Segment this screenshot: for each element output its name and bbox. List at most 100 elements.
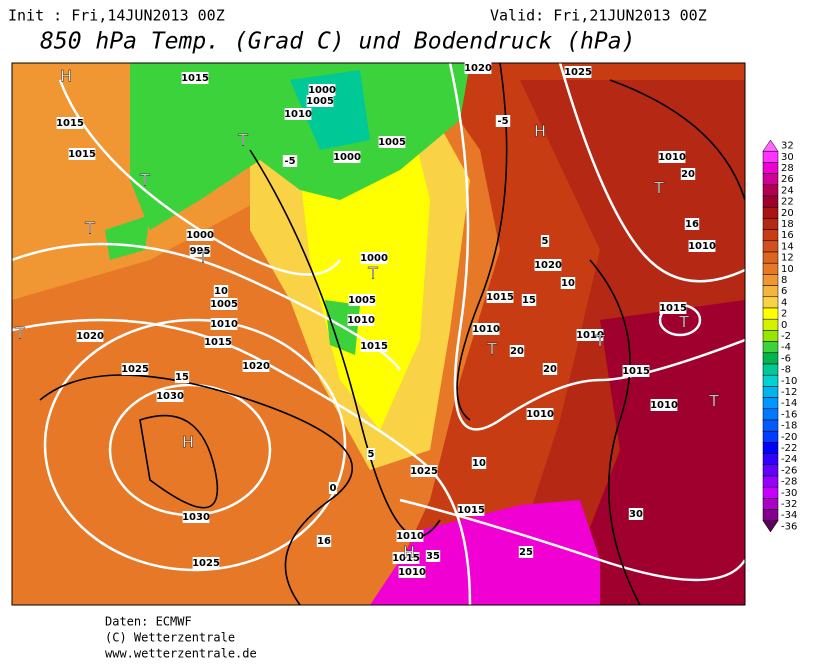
colorbar-label: 18 [781, 219, 794, 230]
map-label: 10 [472, 458, 486, 469]
pressure-marker: T [708, 392, 719, 411]
map-label: 5 [368, 449, 375, 460]
map-label-box [680, 168, 696, 180]
colorbar-label: -36 [781, 521, 797, 532]
map-label: 1015 [360, 341, 388, 352]
map-label: 1025 [192, 558, 220, 569]
map-label: 1005 [378, 137, 406, 148]
colorbar-label: -32 [781, 499, 797, 510]
colorbar-label: 22 [781, 197, 794, 208]
pressure-marker: T [594, 332, 605, 351]
map-label-box [68, 148, 96, 160]
colorbar-cell [762, 296, 779, 309]
map-label-box [328, 482, 338, 494]
map-label: -5 [497, 116, 508, 127]
map-label: 1010 [526, 409, 554, 420]
pressure-marker: T [678, 313, 689, 332]
map-label-box [521, 294, 537, 306]
colorbar-label: -12 [781, 387, 797, 398]
colorbar-label: 16 [781, 230, 794, 241]
map-label: 1025 [121, 364, 149, 375]
map-label: 1010 [284, 109, 312, 120]
map-label-box [472, 323, 500, 335]
pressure-marker: T [237, 131, 248, 150]
colorbar-cell [762, 430, 779, 443]
map-label-box [306, 95, 334, 107]
map-label: 1010 [210, 319, 238, 330]
colorbar-label: 8 [781, 275, 787, 286]
map-label-box [659, 302, 687, 314]
colorbar-label: 30 [781, 152, 794, 163]
colorbar-label: 14 [781, 241, 794, 252]
map-label-box [360, 340, 388, 352]
map-label: 15 [522, 295, 536, 306]
map-label: 1025 [564, 67, 592, 78]
init-time: Init : Fri,14JUN2013 00Z [8, 7, 225, 25]
valid-time: Valid: Fri,21JUN2013 00Z [490, 7, 707, 25]
map-label-box [210, 318, 238, 330]
map-label: 1015 [457, 505, 485, 516]
pressure-marker: T [14, 324, 25, 343]
map-label: 1015 [56, 118, 84, 129]
colorbar-cell [762, 184, 779, 197]
map-label-box [282, 155, 298, 167]
map-label: 1015 [392, 553, 420, 564]
colorbar-label: 10 [781, 264, 794, 275]
pressure-marker: H [534, 122, 546, 141]
map-title: 850 hPa Temp. (Grad C) und Bodendruck (h… [40, 29, 635, 55]
map-label-box [650, 399, 678, 411]
colorbar-cell [762, 442, 779, 454]
map-label: 1000 [360, 253, 388, 264]
map-label: 1000 [186, 230, 214, 241]
map-label-box [425, 550, 441, 562]
map-label-box [182, 511, 210, 523]
colorbar-cell [762, 173, 779, 186]
map-label-box [392, 552, 420, 564]
colorbar-label: -18 [781, 421, 797, 432]
colorbar-cell [762, 520, 779, 533]
colorbar-cell [762, 274, 779, 286]
map-label: 35 [426, 551, 440, 562]
colorbar-cell [762, 195, 779, 208]
map-label: 1010 [398, 567, 426, 578]
colorbar-cell [762, 363, 779, 376]
colorbar-cell [762, 251, 779, 264]
map-label: 1030 [182, 512, 210, 523]
map-label-box [564, 66, 592, 78]
colorbar-label: -34 [781, 510, 797, 521]
colorbar-label: -24 [781, 454, 797, 465]
colorbar-cell [762, 509, 779, 522]
map-label-box [396, 530, 424, 542]
colorbar-label: -20 [781, 432, 797, 443]
map-label-box [333, 151, 361, 163]
map-label: 1015 [181, 73, 209, 84]
map-label: 15 [175, 372, 189, 383]
colorbar-cell [762, 330, 779, 342]
map-label: 1015 [486, 292, 514, 303]
map-label: 16 [317, 536, 331, 547]
map-label: 1000 [333, 152, 361, 163]
map-label-box [56, 117, 84, 129]
colorbar-label: -6 [781, 353, 791, 364]
pressure-marker: T [653, 179, 664, 198]
pressure-marker: T [84, 219, 95, 238]
map-label: 1010 [472, 324, 500, 335]
colorbar-label: 24 [781, 185, 794, 196]
colorbar-label: -26 [781, 465, 797, 476]
map-label-box [398, 566, 426, 578]
map-label-box [518, 546, 534, 558]
map-label-box [378, 136, 406, 148]
colorbar-cell [762, 240, 779, 253]
colorbar-label: 32 [781, 141, 794, 152]
map-label-box [684, 218, 700, 230]
map-label: 1005 [306, 96, 334, 107]
map-label: 0 [330, 483, 337, 494]
map-label: 25 [519, 547, 533, 558]
map-label-box [204, 336, 232, 348]
map-label-box [210, 298, 238, 310]
colorbar-cell [762, 218, 779, 230]
map-label: 10 [214, 286, 228, 297]
pressure-marker: T [139, 171, 150, 190]
colorbar-cell [762, 341, 779, 354]
